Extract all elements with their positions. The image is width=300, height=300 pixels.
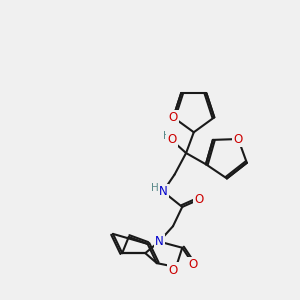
Text: O: O (168, 264, 178, 277)
Text: O: O (168, 133, 177, 146)
Text: O: O (195, 193, 204, 206)
Text: O: O (188, 258, 198, 271)
Text: N: N (159, 185, 167, 198)
Text: H: H (152, 184, 159, 194)
Text: H: H (163, 131, 171, 141)
Text: O: O (234, 133, 243, 146)
Text: N: N (155, 235, 164, 248)
Text: O: O (169, 111, 178, 124)
